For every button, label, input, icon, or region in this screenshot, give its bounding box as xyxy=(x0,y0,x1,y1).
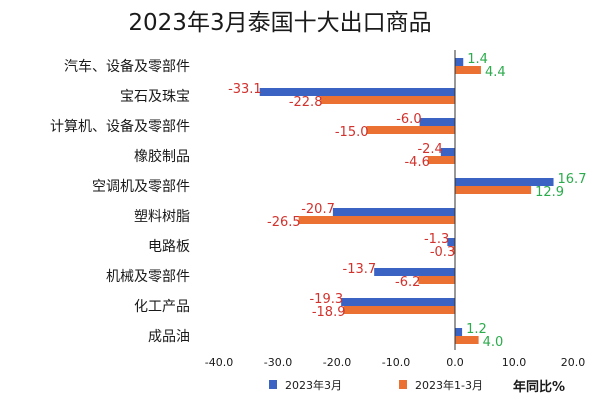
data-label: -2.4 xyxy=(417,142,442,157)
bar xyxy=(455,58,464,66)
bars xyxy=(259,58,554,344)
bar xyxy=(455,336,479,344)
bar xyxy=(332,208,455,216)
bar xyxy=(343,306,455,314)
data-label: -1.3 xyxy=(424,232,449,247)
bar xyxy=(455,178,554,186)
chart-title: 2023年3月泰国十大出口商品 xyxy=(128,10,431,36)
category-label: 宝石及珠宝 xyxy=(120,89,190,105)
data-label: -15.0 xyxy=(335,125,369,140)
data-label: 1.2 xyxy=(466,322,487,337)
category-label: 计算机、设备及零部件 xyxy=(50,118,190,135)
bar xyxy=(366,126,455,134)
category-label: 化工产品 xyxy=(134,299,190,315)
x-tick-label: 10.0 xyxy=(502,356,527,369)
x-tick-label: 0.0 xyxy=(446,356,464,369)
category-label: 橡胶制品 xyxy=(134,148,190,165)
x-tick-label: -20.0 xyxy=(323,356,351,369)
legend-swatch-2023-3 xyxy=(269,380,277,389)
data-label: -22.8 xyxy=(289,95,323,110)
data-label: -13.7 xyxy=(343,262,377,277)
category-label: 成品油 xyxy=(148,329,190,345)
category-label: 塑料树脂 xyxy=(134,209,190,225)
bar xyxy=(374,268,455,276)
bar xyxy=(259,88,455,96)
bar xyxy=(447,238,455,246)
bar xyxy=(455,186,532,194)
x-tick-label: -40.0 xyxy=(205,356,233,369)
legend-label-2023-3: 2023年3月 xyxy=(285,378,342,392)
bar xyxy=(419,118,455,126)
x-tick-label: -30.0 xyxy=(264,356,292,369)
x-tick-labels: -40.0 -30.0 -20.0 -10.0 0.0 10.0 20.0 xyxy=(205,356,585,369)
category-label: 汽车、设备及零部件 xyxy=(64,58,190,75)
x-tick-label: 20.0 xyxy=(561,356,586,369)
bar xyxy=(455,66,481,74)
data-label: 16.7 xyxy=(558,172,587,187)
data-label: -6.0 xyxy=(396,112,421,127)
bar xyxy=(341,298,455,306)
data-label: 1.4 xyxy=(467,52,488,67)
legend-swatch-2023-1-3 xyxy=(399,380,407,389)
data-label: -6.2 xyxy=(395,275,420,290)
data-label: 4.0 xyxy=(483,335,504,350)
legend-label-2023-1-3: 2023年1-3月 xyxy=(415,378,483,392)
bar xyxy=(453,246,455,254)
bar xyxy=(455,328,463,336)
bar xyxy=(298,216,455,224)
data-label: -18.9 xyxy=(312,305,346,320)
category-labels: 汽车、设备及零部件宝石及珠宝计算机、设备及零部件橡胶制品空调机及零部件塑料树脂电… xyxy=(50,58,190,345)
data-label: -20.7 xyxy=(301,202,335,217)
category-label: 机械及零部件 xyxy=(106,269,190,285)
data-label: -33.1 xyxy=(228,82,262,97)
category-label: 空调机及零部件 xyxy=(92,179,190,195)
data-label: 4.4 xyxy=(485,65,506,80)
data-label: 12.9 xyxy=(535,185,564,200)
x-axis-label: 年同比% xyxy=(513,379,565,395)
category-label: 电路板 xyxy=(148,239,190,255)
legend: 2023年3月 2023年1-3月 xyxy=(269,378,483,392)
data-label: -0.3 xyxy=(430,245,455,260)
bar xyxy=(320,96,455,104)
bar xyxy=(427,156,455,164)
data-label: -19.3 xyxy=(309,292,343,307)
bar xyxy=(440,148,455,156)
data-label: -4.6 xyxy=(404,155,429,170)
data-labels: 1.44.4 -33.1 -22.8 -6.0 -15.0 -2.4-4.6 16.712.… xyxy=(228,52,586,350)
data-label: -26.5 xyxy=(267,215,301,230)
x-tick-label: -10.0 xyxy=(382,356,410,369)
bar xyxy=(418,276,455,284)
